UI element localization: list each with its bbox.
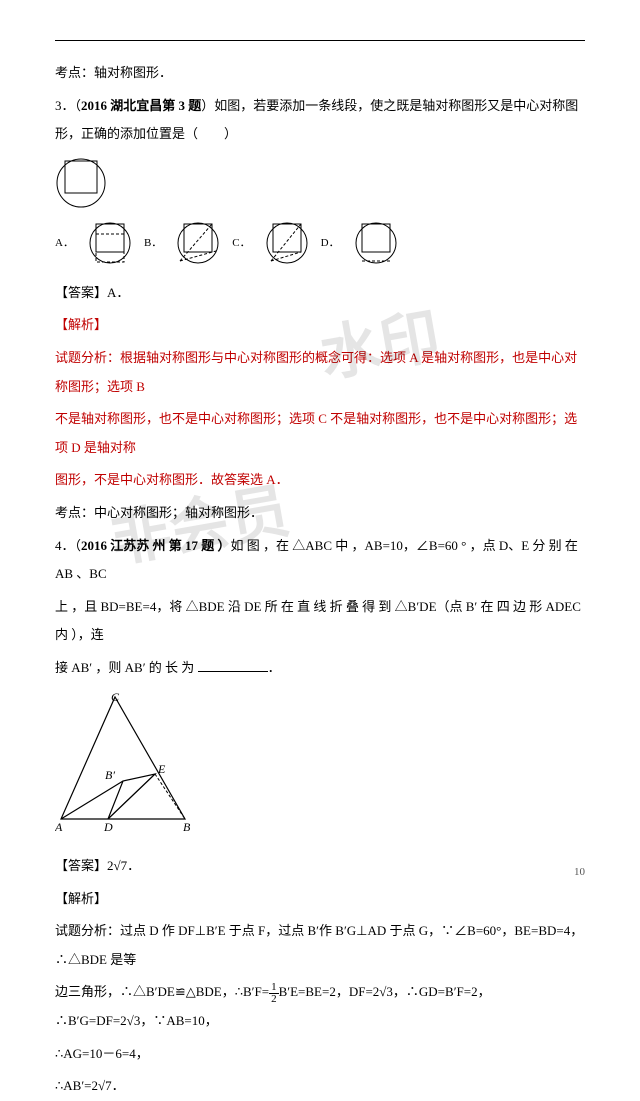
q3-jiexi-label: 【解析】	[55, 311, 585, 340]
q3-analysis-2: 不是轴对称图形，也不是中心对称图形；选项 C 不是轴对称图形，也不是中心对称图形…	[55, 405, 585, 462]
q4-answer: 【答案】2√7．	[55, 852, 585, 881]
q4-line2: 上 ，且 BD=BE=4，将 △BDE 沿 DE 所 在 直 线 折 叠 得 到…	[55, 593, 585, 650]
q3-prefix: 3．（	[55, 98, 81, 113]
frac-num: 1	[269, 982, 279, 994]
q4-line1: 4．（2016 江苏苏 州 第 17 题 ）如 图 ，在 △ABC 中 ，AB=…	[55, 532, 585, 589]
q4-figure: A D B B′ E C	[55, 691, 585, 847]
q4-analysis-4: ∴AB′=2√7．	[55, 1072, 585, 1101]
q4-line3: 接 AB′ ，则 AB′ 的 长 为 ．	[55, 654, 585, 683]
kaodian-1: 考点：轴对称图形．	[55, 59, 585, 88]
fraction-half: 12	[269, 982, 279, 1005]
svg-text:A: A	[55, 820, 63, 834]
q4-prefix: 4．（	[55, 538, 81, 553]
q4-analysis-3: ∴AG=10－6=4，	[55, 1040, 585, 1069]
page-number: 10	[574, 860, 585, 884]
svg-text:C: C	[111, 691, 120, 704]
opt-a-label: A．	[55, 231, 74, 255]
svg-text:D: D	[103, 820, 113, 834]
kaodian-2: 考点：中心对称图形；轴对称图形．	[55, 499, 585, 528]
q3-figure	[55, 157, 585, 209]
q3-analysis-3: 图形，不是中心对称图形．故答案选 A．	[55, 466, 585, 495]
q4-answer-prefix: 【答案】	[55, 858, 107, 873]
opt-d-label: D．	[321, 231, 340, 255]
opt-c-fig	[265, 221, 309, 265]
svg-text:B′: B′	[105, 768, 115, 782]
opt-a-fig	[88, 221, 132, 265]
q3-analysis-1: 试题分析：根据轴对称图形与中心对称图形的概念可得：选项 A 是轴对称图形，也是中…	[55, 344, 585, 401]
q4-l3-tail: ．	[268, 660, 281, 675]
svg-text:B: B	[183, 820, 191, 834]
q4-source: 2016 江苏苏 州 第 17 题 ）	[81, 538, 231, 553]
q3-stem: 3．（2016 湖北宜昌第 3 题）如图，若要添加一条线段，使之既是轴对称图形又…	[55, 92, 585, 149]
q4-analysis-1: 试题分析：过点 D 作 DF⊥B′E 于点 F，过点 B′作 B′G⊥AD 于点…	[55, 917, 585, 974]
svg-text:E: E	[157, 762, 166, 776]
q3-answer: 【答案】A．	[55, 279, 585, 308]
opt-b-fig	[176, 221, 220, 265]
q4-jiexi-label: 【解析】	[55, 885, 585, 914]
q4-blank	[198, 658, 268, 672]
q4-answer-value: 2√7．	[107, 858, 140, 873]
opt-d-fig	[354, 221, 398, 265]
q3-source: 2016 湖北宜昌第 3 题	[81, 98, 201, 113]
q3-options: A． B． C． D．	[55, 221, 585, 265]
q4-analysis-2: 边三角形，∴△B′DE≌△BDE，∴B′F=12B′E=BE=2，DF=2√3，…	[55, 978, 585, 1035]
opt-c-label: C．	[232, 231, 250, 255]
q4-l3-head: 接 AB′ ，则 AB′ 的 长 为	[55, 660, 198, 675]
frac-den: 2	[269, 994, 279, 1005]
opt-b-label: B．	[144, 231, 162, 255]
top-rule	[55, 40, 585, 41]
q4-an-l2a: 边三角形，∴△B′DE≌△BDE，∴B′F=	[55, 984, 269, 999]
